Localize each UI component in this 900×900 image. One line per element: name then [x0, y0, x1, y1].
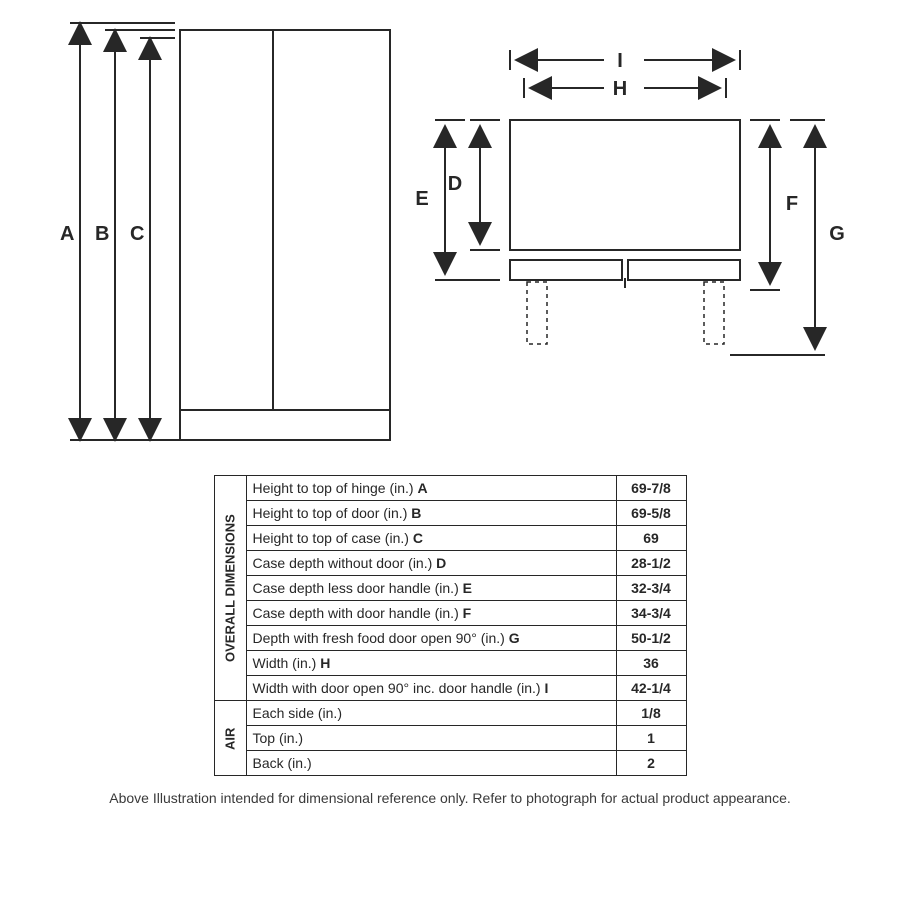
label-d: D: [448, 173, 462, 195]
dimension-label: Case depth less door handle (in.) E: [246, 576, 616, 601]
dimension-label: Height to top of case (in.) C: [246, 526, 616, 551]
label-i: I: [617, 50, 623, 72]
dimension-label: Height to top of door (in.) B: [246, 501, 616, 526]
dimension-value: 34-3/4: [616, 601, 686, 626]
label-a: A: [60, 223, 74, 245]
table-row: Case depth without door (in.) D28-1/2: [214, 551, 686, 576]
dimension-value: 28-1/2: [616, 551, 686, 576]
label-f: F: [786, 193, 798, 215]
table-row: Height to top of door (in.) B69-5/8: [214, 501, 686, 526]
table-row: Case depth less door handle (in.) E32-3/…: [214, 576, 686, 601]
table-row: Depth with fresh food door open 90° (in.…: [214, 626, 686, 651]
dimension-value: 36: [616, 651, 686, 676]
dimension-label: Width with door open 90° inc. door handl…: [246, 676, 616, 701]
table-row: Back (in.)2: [214, 751, 686, 776]
dimension-value: 2: [616, 751, 686, 776]
label-c: C: [130, 223, 144, 245]
table-row: Top (in.)1: [214, 726, 686, 751]
table-row: OVERALL DIMENSIONSHeight to top of hinge…: [214, 476, 686, 501]
dimensions-table: OVERALL DIMENSIONSHeight to top of hinge…: [214, 475, 687, 776]
dimension-value: 1/8: [616, 701, 686, 726]
label-b: B: [95, 223, 109, 245]
dimension-label: Case depth without door (in.) D: [246, 551, 616, 576]
dimension-label: Each side (in.): [246, 701, 616, 726]
dimension-label: Width (in.) H: [246, 651, 616, 676]
table-row: Height to top of case (in.) C69: [214, 526, 686, 551]
dimension-value: 32-3/4: [616, 576, 686, 601]
table-row: AIREach side (in.)1/8: [214, 701, 686, 726]
dimension-label: Case depth with door handle (in.) F: [246, 601, 616, 626]
front-view: A B C: [60, 23, 390, 440]
label-e: E: [415, 188, 428, 210]
dimension-label: Top (in.): [246, 726, 616, 751]
dimension-value: 50-1/2: [616, 626, 686, 651]
dimension-diagrams: A B C I: [0, 0, 900, 455]
label-h: H: [613, 78, 627, 100]
table-row: Case depth with door handle (in.) F34-3/…: [214, 601, 686, 626]
dimension-label: Depth with fresh food door open 90° (in.…: [246, 626, 616, 651]
dimension-value: 69-5/8: [616, 501, 686, 526]
dimension-label: Back (in.): [246, 751, 616, 776]
dimension-value: 1: [616, 726, 686, 751]
dimension-value: 42-1/4: [616, 676, 686, 701]
table-row: Width (in.) H36: [214, 651, 686, 676]
dimension-value: 69-7/8: [616, 476, 686, 501]
section-label: OVERALL DIMENSIONS: [214, 476, 246, 701]
footnote-text: Above Illustration intended for dimensio…: [0, 790, 900, 806]
dimension-label: Height to top of hinge (in.) A: [246, 476, 616, 501]
diagram-svg: A B C I: [0, 0, 900, 455]
section-label: AIR: [214, 701, 246, 776]
top-view: I H D E F G: [415, 50, 844, 355]
table-row: Width with door open 90° inc. door handl…: [214, 676, 686, 701]
dimension-value: 69: [616, 526, 686, 551]
label-g: G: [829, 223, 845, 245]
